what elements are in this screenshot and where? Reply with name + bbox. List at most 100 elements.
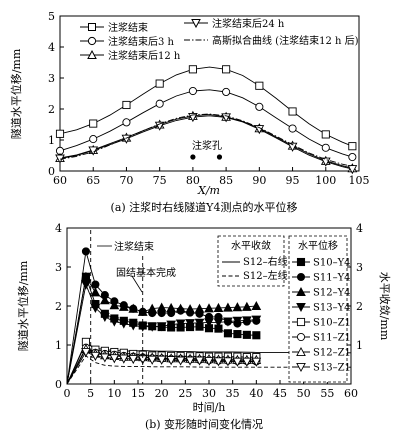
displacement-legend-label-0: S10–Y4 <box>313 258 351 269</box>
chart-b-point-7 <box>242 357 252 367</box>
chart-a-point-3 <box>254 125 265 135</box>
chart-b-point-3 <box>118 319 129 329</box>
chart-a-point-1 <box>188 86 197 96</box>
chart-b-point-3 <box>185 319 195 329</box>
chart-b-point-3 <box>156 322 167 332</box>
legend-a-label-0: 注浆结束 <box>108 21 148 34</box>
chart-b-point-2 <box>251 300 262 311</box>
chart-b-x-ticks: 0 5 10 15 20 25 30 35 40 45 50 55 60 <box>64 380 358 400</box>
chart-b-point-2 <box>232 302 243 312</box>
chart-b-point-7 <box>194 356 205 366</box>
chart-a-y-tick-label: 2 <box>48 103 55 116</box>
chart-b-point-3 <box>100 312 110 322</box>
legend-a-marker-0 <box>88 23 96 31</box>
convergence-legend-frame <box>217 235 285 287</box>
chart-a-y-tick-label: 1 <box>48 134 55 147</box>
chart-b-point-0 <box>242 330 251 339</box>
chart-b-point-3 <box>242 316 252 326</box>
chart-b-point-2 <box>128 303 139 313</box>
chart-b-point-3 <box>175 319 186 329</box>
chart-b-point-2 <box>147 303 158 313</box>
chart-b-point-3 <box>194 318 205 328</box>
chart-b-point-7 <box>128 354 139 365</box>
chart-a-x-ticks: 60 65 70 75 80 85 90 95 100 105 <box>53 167 370 187</box>
chart-b-point-7 <box>204 356 214 367</box>
chart-b-point-7 <box>232 357 243 367</box>
chart-a-y-tick-label: 3 <box>48 72 55 85</box>
chart-b-point-3 <box>81 280 91 290</box>
chart-b-point-2 <box>118 301 129 311</box>
chart-a-point-0 <box>288 107 297 116</box>
convergence-legend-title: 水平收敛 <box>231 239 271 252</box>
chart-a-ylabel: 隧道水平位移/mm <box>9 48 23 139</box>
chart-b-point-2 <box>185 304 195 314</box>
chart-a-point-0 <box>89 119 98 128</box>
chart-a-series <box>55 65 358 175</box>
chart-a-xlabel: X/m <box>197 184 220 197</box>
convergence-legend-label-1: S12–左线 <box>243 269 288 282</box>
chart-a-point-0 <box>122 100 131 110</box>
chart-a-point-0 <box>222 65 231 74</box>
chart-b-y-tick-label: 1 <box>55 339 62 352</box>
chart-b-y-right-tick-label: 3 <box>356 261 363 274</box>
chart-a-series-line-0 <box>59 66 353 147</box>
chart-a-series-line-2 <box>59 114 353 169</box>
displacement-legend-label-3: S13–Y4 <box>313 303 351 314</box>
chart-b-displacement-legend: 水平位移 S10–Y4 S11–Y4 S12–Y4 S13–Y4 S10–Z1 S11–Z… <box>288 235 351 383</box>
chart-b-point-2 <box>81 271 91 281</box>
chart-b-displacement-series <box>66 247 262 385</box>
chart-b-x-tick-label: 45 <box>273 387 287 400</box>
legend-a-label-4: 高斯拟合曲线 (注浆结束12 h 后) <box>212 34 359 47</box>
displacement-legend-title: 水平位移 <box>298 239 338 252</box>
chart-b-y-right-tick-label: 2 <box>356 300 363 313</box>
chart-b-y-ticks: 0 1 2 3 4 <box>55 222 71 391</box>
chart-b-x-tick-label: 55 <box>320 387 334 400</box>
chart-a-y-tick-label: 0 <box>48 165 55 178</box>
chart-a-x-tick-label: 90 <box>252 174 266 187</box>
chart-a-x-tick-label: 100 <box>315 174 336 187</box>
chart-b-point-0 <box>223 329 232 338</box>
chart-a-y-tick-label: 4 <box>48 41 55 54</box>
chart-b-ylabel-right: 水平收敛/mm <box>378 272 392 341</box>
chart-a-series-line-1 <box>59 89 353 158</box>
chart-b-caption: (b) 变形随时间变化情况 <box>145 417 263 431</box>
legend-a-label-1: 注浆结束后3 h <box>108 35 175 48</box>
chart-a-point-1 <box>155 99 164 108</box>
chart-b-point-7 <box>166 356 176 366</box>
displacement-legend-marker-2 <box>296 286 306 297</box>
chart-b-y-tick-label: 0 <box>55 378 62 391</box>
chart-a-point-0 <box>188 65 197 74</box>
chart-b-x-tick-label: 40 <box>249 387 263 400</box>
legend-a-marker-3 <box>191 19 201 29</box>
chart-a-point-1 <box>321 143 330 152</box>
chart-b-annotation-arrow-2 <box>131 275 143 293</box>
displacement-legend-marker-0 <box>296 257 306 267</box>
chart-a-annotation-points <box>190 154 223 160</box>
chart-b-ylabel-left: 隧道水平位移/mm <box>16 260 30 351</box>
chart-b-x-tick-label: 60 <box>344 387 358 400</box>
displacement-legend-label-7: S13–Z1 <box>313 363 351 374</box>
legend-a-label-3: 注浆结束后24 h <box>212 17 285 30</box>
chart-b-point-2 <box>194 303 205 313</box>
chart-b-x-tick-label: 20 <box>155 387 169 400</box>
chart-b-point-2 <box>242 301 252 311</box>
chart-b-point-7 <box>213 357 224 367</box>
chart-a-point-3 <box>347 165 358 175</box>
chart-a-x-tick-label: 65 <box>86 174 100 187</box>
chart-b-x-tick-label: 15 <box>131 387 145 400</box>
chart-b-point-7 <box>156 355 167 365</box>
chart-a-point-0 <box>321 130 330 139</box>
chart-b-y-right-tick-label: 1 <box>356 339 363 352</box>
chart-a-point-3 <box>221 113 231 123</box>
chart-a-point-1 <box>89 135 98 144</box>
chart-a-point-1 <box>255 102 264 111</box>
displacement-legend-marker-6 <box>296 346 306 357</box>
convergence-legend-label-0: S12–右线 <box>243 255 288 268</box>
chart-b-point-7 <box>251 357 262 367</box>
chart-b-point-2 <box>223 302 233 312</box>
chart-a-point-0 <box>155 79 164 88</box>
chart-b-point-1 <box>91 280 100 289</box>
chart-b-point-7 <box>118 354 129 364</box>
